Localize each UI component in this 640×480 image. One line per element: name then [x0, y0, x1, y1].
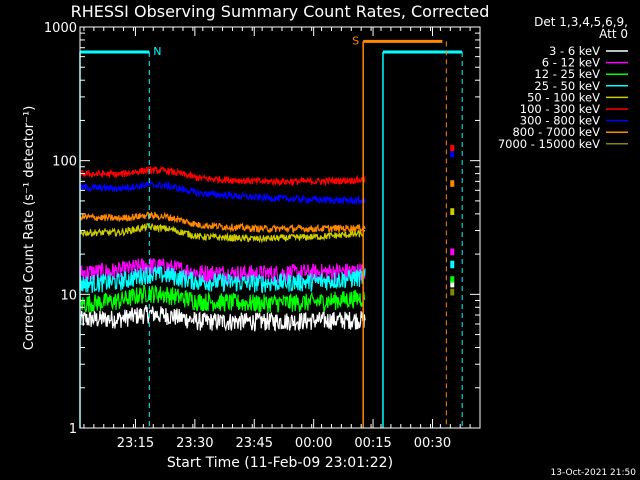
x-tick-label: 23:15	[117, 436, 154, 451]
legend-label: 6 - 12 keV	[542, 56, 600, 70]
series-tail-50-100-kev	[450, 208, 455, 216]
tick-layer: 23:15 23:30 23:45 00:00 00:15 00:30 1 10 100 1000	[44, 21, 480, 451]
footer-timestamp: 13-Oct-2021 21:50	[551, 468, 637, 478]
legend-label: 12 - 25 keV	[534, 67, 600, 81]
y-tick-label: 100	[52, 155, 77, 170]
series-line-800-7000-kev	[79, 211, 366, 234]
legend-label: 3 - 6 keV	[549, 44, 600, 58]
series-tail-300-800-kev	[450, 151, 455, 158]
series-line-300-800-kev	[79, 180, 366, 205]
plot-frame	[79, 26, 481, 429]
legend-header-line-2: Att 0	[599, 27, 628, 41]
series-tail-100-300-kev	[450, 144, 455, 152]
series-layer	[79, 144, 455, 332]
series-tail-25-50-kev	[450, 260, 455, 269]
series-line-3-6-kev	[79, 304, 366, 332]
legend-label: 800 - 7000 keV	[512, 125, 600, 139]
series-tail-6-12-kev	[450, 248, 455, 256]
series-line-12-25-kev	[79, 285, 366, 314]
x-axis-label: Start Time (11-Feb-09 23:01:22)	[167, 455, 393, 471]
series-line-50-100-kev	[79, 222, 366, 244]
series-line-6-12-kev	[79, 258, 366, 286]
series-tail-3-6-kev	[450, 280, 455, 288]
y-tick-label: 10	[60, 288, 77, 303]
series-line-100-300-kev	[79, 165, 366, 187]
legend-header-line-1: Det 1,3,4,5,6,9,	[534, 15, 628, 29]
x-tick-label: 23:30	[176, 436, 213, 451]
x-tick-label: 23:45	[236, 436, 273, 451]
y-tick-label: 1	[69, 422, 77, 437]
x-tick-label: 00:00	[295, 436, 332, 451]
x-tick-label: 00:15	[354, 436, 391, 451]
night-marker-label: N	[153, 45, 161, 58]
series-tail-7000-15000-kev	[450, 288, 455, 296]
x-tick-label: 00:30	[414, 436, 451, 451]
legend-label: 100 - 300 keV	[520, 102, 600, 116]
series-line-25-50-kev	[79, 266, 366, 294]
chart-title: RHESSI Observing Summary Count Rates, Co…	[71, 2, 490, 21]
saa-marker-label: S	[352, 34, 359, 47]
series-tail-12-25-kev	[450, 276, 455, 283]
y-axis-label: Corrected Count Rate (s⁻¹ detector⁻¹)	[22, 106, 37, 351]
legend-label: 7000 - 15000 keV	[498, 137, 600, 151]
y-tick-label: 1000	[44, 21, 77, 36]
legend-label: 50 - 100 keV	[527, 90, 600, 104]
legend-label: 25 - 50 keV	[534, 79, 600, 93]
legend-label: 300 - 800 keV	[520, 114, 600, 128]
series-tail-800-7000-kev	[450, 180, 455, 187]
